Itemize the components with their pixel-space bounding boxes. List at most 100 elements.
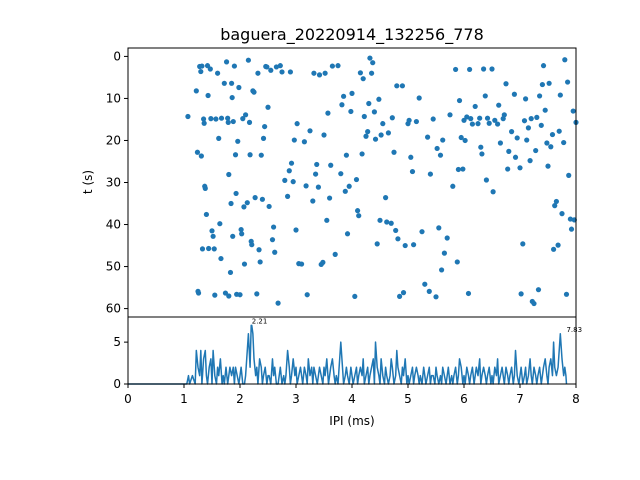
scatter-point [482, 93, 488, 99]
scatter-point [198, 153, 204, 159]
scatter-point [185, 113, 191, 120]
scatter-point [324, 217, 330, 223]
scatter-points [185, 55, 579, 307]
scatter-point [203, 211, 209, 218]
scatter-y-ticks: 0 10 20 30 40 50 60 [106, 49, 128, 316]
scatter-point [393, 227, 399, 234]
scatter-point [495, 121, 501, 127]
scatter-point [496, 102, 502, 108]
scatter-point [383, 195, 389, 201]
scatter-point [293, 227, 299, 233]
scatter-point [211, 246, 217, 252]
scatter-point [221, 80, 227, 86]
scatter-point [385, 130, 391, 136]
scatter-point [455, 166, 461, 173]
scatter-point [273, 64, 279, 70]
scatter-point [377, 217, 383, 223]
scatter-point [314, 161, 320, 168]
scatter-point [561, 139, 567, 146]
scatter-point [441, 250, 447, 256]
histogram-y-tick-label: 0 [113, 377, 121, 391]
scatter-point [406, 117, 412, 123]
scatter-point [400, 290, 407, 296]
scatter-point [523, 96, 529, 102]
scatter-point [321, 132, 327, 138]
scatter-point [567, 216, 574, 222]
scatter-point [374, 241, 380, 247]
scatter-point [416, 95, 422, 101]
scatter-point [320, 259, 326, 265]
scatter-point [201, 120, 207, 126]
histogram-x-tick-label: 7 [516, 392, 524, 406]
histogram-peak-annotation: 7.83 [566, 326, 582, 334]
scatter-point [465, 290, 472, 297]
scatter-point [325, 110, 331, 116]
scatter-point [426, 288, 432, 294]
scatter-point [341, 93, 347, 99]
scatter-point [524, 137, 530, 143]
scatter-point [484, 115, 491, 121]
scatter-point [310, 198, 316, 204]
scatter-point [268, 67, 274, 73]
histogram-x-tick-label: 4 [348, 392, 356, 406]
scatter-point [481, 66, 487, 72]
scatter-point [230, 233, 236, 239]
scatter-point [262, 123, 268, 130]
scatter-point [366, 100, 372, 107]
scatter-point [265, 104, 271, 110]
scatter-point [549, 131, 556, 138]
scatter-point [212, 292, 218, 298]
scatter-point [342, 188, 348, 194]
scatter-y-tick-label: 20 [106, 133, 121, 147]
scatter-point [209, 228, 215, 234]
scatter-point [521, 118, 528, 124]
scatter-point [218, 255, 224, 262]
scatter-point [238, 226, 244, 233]
scatter-point [344, 231, 351, 237]
scatter-point [201, 116, 207, 122]
scatter-point [408, 154, 414, 160]
scatter-point [282, 177, 288, 183]
scatter-point [369, 70, 375, 76]
scatter-point [311, 70, 317, 76]
scatter-point [517, 165, 523, 171]
scatter-point [208, 116, 214, 122]
histogram-series-line [128, 324, 568, 385]
scatter-point [202, 185, 208, 191]
scatter-point [477, 115, 483, 121]
scatter-point [533, 147, 539, 154]
scatter-point [301, 139, 307, 145]
scatter-point [255, 70, 261, 76]
scatter-point [357, 70, 363, 76]
scatter-point [339, 102, 345, 108]
scatter-point [509, 129, 515, 135]
scatter-point [520, 241, 526, 247]
scatter-point [199, 63, 205, 69]
scatter-point [479, 151, 485, 157]
scatter-point [247, 152, 253, 158]
scatter-point [486, 120, 492, 126]
scatter-point [397, 293, 403, 300]
scatter-point [257, 259, 263, 265]
scatter-point [291, 137, 297, 143]
scatter-point [458, 134, 464, 141]
scatter-point [568, 226, 575, 232]
scatter-point [468, 116, 474, 122]
scatter-point [402, 242, 408, 249]
scatter-point [239, 231, 245, 237]
scatter-point [436, 225, 442, 231]
scatter-point [272, 249, 278, 255]
scatter-point [518, 291, 524, 297]
scatter-point [566, 172, 572, 178]
scatter-point [361, 113, 367, 120]
scatter-point [327, 195, 333, 201]
scatter-point [275, 300, 281, 306]
scatter-point [287, 69, 293, 75]
scatter-point [329, 63, 335, 69]
scatter-point [226, 171, 232, 178]
histogram-x-tick-label: 6 [460, 392, 468, 406]
scatter-point [236, 84, 242, 91]
scatter-point [505, 166, 511, 172]
scatter-point [395, 236, 401, 242]
